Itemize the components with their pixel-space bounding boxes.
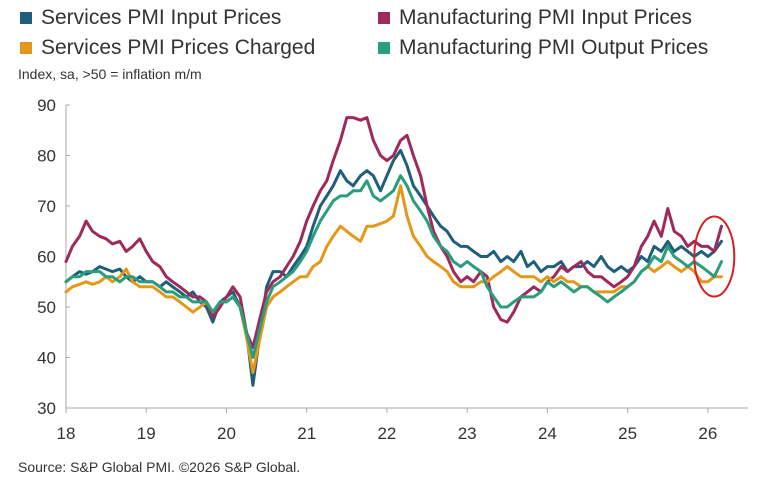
legend-swatch-manufacturing-input [378, 12, 390, 24]
x-tick-label-20: 20 [217, 424, 236, 443]
legend-label-manufacturing-output: Manufacturing PMI Output Prices [399, 36, 709, 59]
chart-subtitle: Index, sa, >50 = inflation m/m [18, 66, 202, 82]
x-tick-label-26: 26 [698, 424, 717, 443]
series-line-manufacturing-pmi-output-prices [64, 174, 723, 359]
source-note: Source: S&P Global PMI. ©2026 S&P Global… [18, 459, 301, 475]
legend-item-services-charged: Services PMI Prices Charged [20, 36, 315, 60]
x-tick-label-18: 18 [57, 424, 76, 443]
legend-label-manufacturing-input: Manufacturing PMI Input Prices [399, 6, 692, 29]
x-tick-label-23: 23 [458, 424, 477, 443]
chart-legend: Services PMI Input Prices Services PMI P… [0, 6, 778, 66]
x-tick-label-24: 24 [538, 424, 557, 443]
x-tick-label-19: 19 [137, 424, 156, 443]
y-tick-label-60: 60 [37, 248, 56, 267]
series-line-services-pmi-prices-charged [64, 184, 723, 375]
y-tick-label-40: 40 [37, 349, 56, 368]
legend-item-manufacturing-output: Manufacturing PMI Output Prices [378, 36, 708, 60]
y-tick-label-70: 70 [37, 197, 56, 216]
y-tick-label-80: 80 [37, 147, 56, 166]
x-tick-label-21: 21 [297, 424, 316, 443]
legend-swatch-manufacturing-output [378, 42, 390, 54]
legend-swatch-services-input [20, 12, 32, 24]
highlight-circle-annotation [693, 215, 736, 298]
y-tick-label-30: 30 [37, 399, 56, 418]
legend-item-services-input: Services PMI Input Prices [20, 6, 281, 30]
x-tick-label-25: 25 [618, 424, 637, 443]
legend-swatch-services-charged [20, 42, 32, 54]
series-line-services-pmi-input-prices [64, 148, 723, 387]
series-line-manufacturing-pmi-input-prices [64, 116, 723, 349]
x-tick-label-22: 22 [377, 424, 396, 443]
legend-item-manufacturing-input: Manufacturing PMI Input Prices [378, 6, 692, 30]
y-tick-label-50: 50 [37, 298, 56, 317]
legend-label-services-input: Services PMI Input Prices [41, 6, 282, 29]
legend-label-services-charged: Services PMI Prices Charged [41, 36, 316, 59]
y-tick-label-90: 90 [37, 96, 56, 115]
